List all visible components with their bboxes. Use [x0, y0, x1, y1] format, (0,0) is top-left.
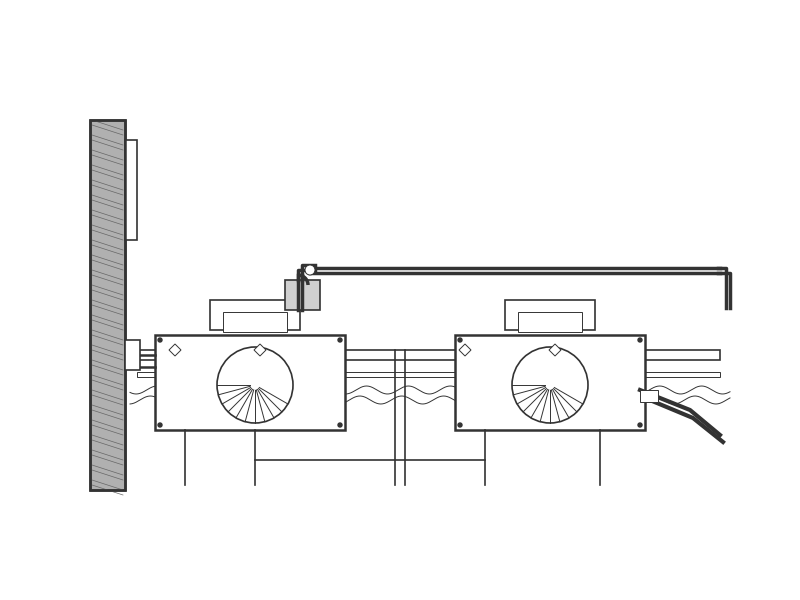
- Circle shape: [638, 423, 642, 427]
- Circle shape: [158, 423, 162, 427]
- Polygon shape: [169, 344, 181, 356]
- Bar: [640, 390, 658, 402]
- Circle shape: [305, 265, 315, 275]
- Circle shape: [158, 338, 162, 342]
- Bar: [90, 120, 125, 490]
- Circle shape: [338, 423, 342, 427]
- Bar: [90, 120, 125, 490]
- Bar: [125, 140, 137, 240]
- Polygon shape: [549, 344, 561, 356]
- Bar: [155, 335, 345, 430]
- Bar: [455, 335, 645, 430]
- Circle shape: [512, 347, 588, 423]
- Bar: [210, 300, 300, 330]
- Bar: [285, 280, 320, 310]
- Polygon shape: [254, 344, 266, 356]
- Bar: [137, 372, 720, 377]
- Circle shape: [638, 338, 642, 342]
- Bar: [137, 350, 720, 360]
- Polygon shape: [459, 344, 471, 356]
- Circle shape: [338, 338, 342, 342]
- Circle shape: [217, 347, 293, 423]
- Bar: [125, 340, 140, 370]
- Bar: [223, 312, 287, 332]
- Bar: [518, 312, 582, 332]
- Circle shape: [458, 423, 462, 427]
- Bar: [505, 300, 595, 330]
- Circle shape: [458, 338, 462, 342]
